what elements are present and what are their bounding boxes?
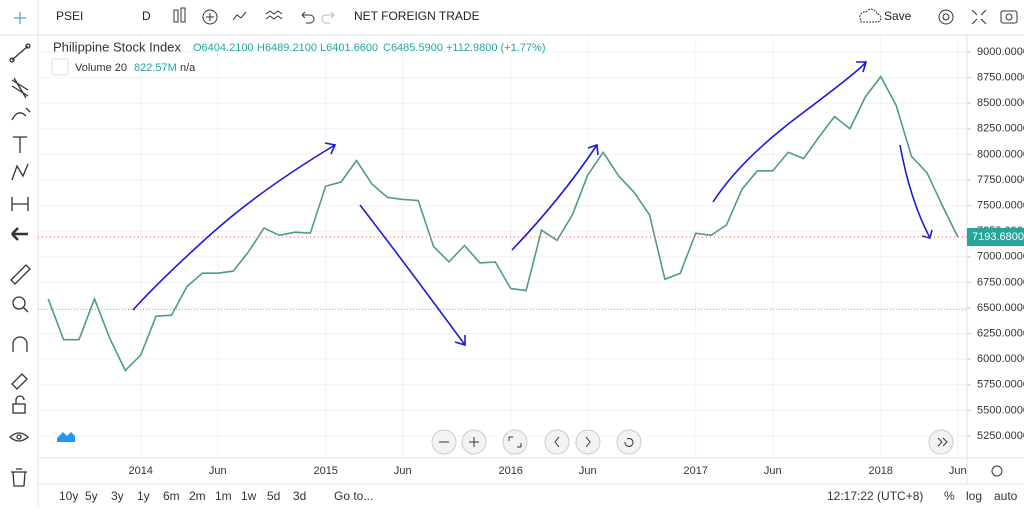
collapse-button[interactable] — [51, 58, 69, 76]
y-tick-label: 5750.0000 — [977, 379, 1024, 391]
y-tick-label: 8500.0000 — [977, 97, 1024, 109]
x-tick-label: 2017 — [683, 465, 707, 477]
annotation-arrows — [132, 61, 933, 347]
range-button[interactable]: 1w — [241, 489, 257, 503]
range-button[interactable]: 3y — [111, 489, 124, 503]
settings-icon[interactable] — [991, 465, 1003, 477]
range-buttons: 10y 5y 3y 1y 6m 2m 1m 1w 5d 3d — [59, 489, 306, 503]
range-button[interactable]: 5y — [85, 489, 98, 503]
range-button[interactable]: 5d — [267, 489, 280, 503]
auto-button[interactable]: auto — [994, 489, 1018, 503]
y-tick-label: 6750.0000 — [977, 276, 1024, 288]
last-price-box — [967, 227, 1024, 246]
x-tick-label: Jun — [209, 465, 227, 477]
last-price-label: 7193.6800 — [972, 231, 1024, 243]
volume-label: Volume 20 — [75, 62, 127, 74]
plot — [38, 75, 967, 372]
percent-button[interactable]: % — [944, 489, 955, 503]
legend-high: H6489.2100 — [257, 42, 317, 54]
x-tick-label: Jun — [394, 465, 412, 477]
y-tick-label: 9000.0000 — [977, 46, 1024, 58]
x-tick-label: 2015 — [313, 465, 337, 477]
interval[interactable]: D — [142, 9, 151, 23]
y-tick-label: 8750.0000 — [977, 72, 1024, 84]
toolbar-icons[interactable] — [173, 7, 1018, 25]
y-tick-label: 7500.0000 — [977, 199, 1024, 211]
indicator-button[interactable]: NET FOREIGN TRADE — [354, 9, 480, 23]
left-toolbar-icons[interactable] — [9, 12, 31, 487]
y-tick-label: 8000.0000 — [977, 148, 1024, 160]
y-tick-label: 7000.0000 — [977, 251, 1024, 263]
y-tick-label: 6250.0000 — [977, 327, 1024, 339]
x-tick-label: Jun — [764, 465, 782, 477]
y-tick-label: 6500.0000 — [977, 302, 1024, 314]
range-button[interactable]: 1y — [137, 489, 150, 503]
symbol[interactable]: PSEI — [56, 9, 83, 23]
legend-title: Philippine Stock Index — [53, 39, 181, 54]
y-tick-label: 5250.0000 — [977, 430, 1024, 442]
range-button[interactable]: 3d — [293, 489, 306, 503]
grid — [38, 35, 967, 458]
x-tick-label: Jun — [579, 465, 597, 477]
range-button[interactable]: 1m — [215, 489, 232, 503]
x-tick-label: 2018 — [868, 465, 892, 477]
y-tick-label: 8250.0000 — [977, 123, 1024, 135]
nav-icons — [439, 436, 948, 448]
x-tick-label: 2014 — [128, 465, 152, 477]
log-button[interactable]: log — [966, 489, 982, 503]
legend-low: L6401.6600 — [320, 42, 378, 54]
y-tick-label: 6000.0000 — [977, 353, 1024, 365]
price-line — [47, 75, 959, 372]
legend-close: C6485.5900 — [383, 42, 443, 54]
x-tick-label: 2016 — [498, 465, 522, 477]
y-tick-label: 7750.0000 — [977, 174, 1024, 186]
clock: 12:17:22 (UTC+8) — [827, 489, 923, 503]
logo — [57, 432, 75, 442]
range-button[interactable]: 10y — [59, 489, 78, 503]
legend-open: O6404.2100 — [193, 42, 254, 54]
nav-buttons[interactable] — [431, 429, 954, 455]
volume-extra: n/a — [180, 62, 196, 74]
goto-button[interactable]: Go to... — [334, 489, 373, 503]
legend-change: +112.9800 (+1.77%) — [446, 42, 545, 54]
range-button[interactable]: 2m — [189, 489, 206, 503]
range-button[interactable]: 6m — [163, 489, 180, 503]
y-tick-label: 5500.0000 — [977, 404, 1024, 416]
top-toolbar — [0, 0, 1024, 35]
x-tick-label: Jun — [949, 465, 967, 477]
save-button[interactable]: Save — [884, 9, 912, 23]
volume-value: 822.57M — [134, 62, 177, 74]
